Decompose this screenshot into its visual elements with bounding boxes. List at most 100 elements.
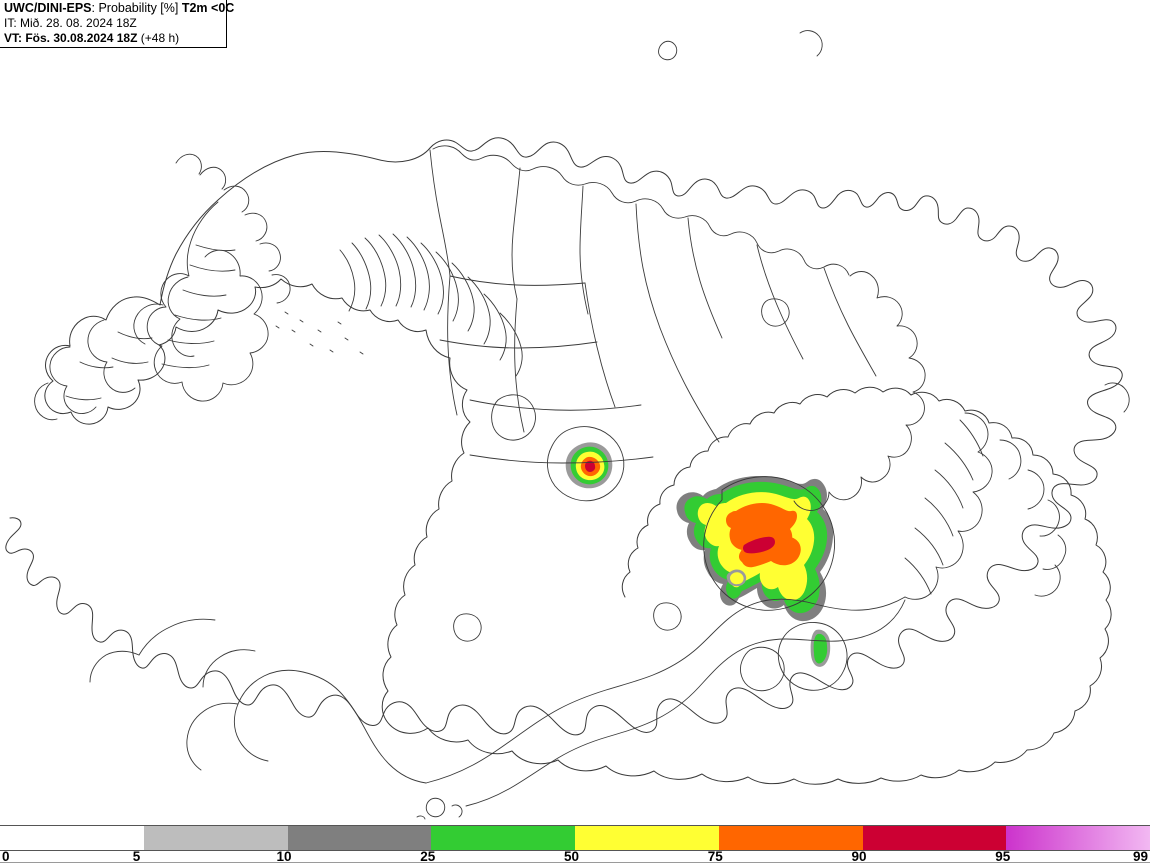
dalir-11 [483, 293, 507, 361]
dalir-3 [364, 237, 387, 307]
field-hofsjokull-spot [565, 442, 613, 489]
valid-time-value: Fös. 30.08.2024 18Z [25, 31, 138, 45]
glacier-vatnajokull [703, 476, 836, 611]
map-canvas[interactable] [0, 0, 1150, 820]
dot-field-1 [284, 311, 289, 315]
inland-v1 [584, 282, 616, 408]
coast-ne [793, 271, 926, 511]
coast-east-3 [1027, 469, 1045, 510]
coast-reykjanes [186, 702, 239, 771]
contour-90-95 [743, 536, 775, 554]
glacier-hofsjokull [547, 426, 625, 502]
dot-field-3 [317, 329, 322, 333]
parameter-name: T2m <0C [181, 1, 235, 15]
contour-interior-hole-inner [730, 572, 744, 585]
colorbar-segment-75-90 [718, 826, 863, 850]
coast-north [432, 145, 850, 276]
field-central-highland-plume [676, 475, 834, 622]
inland-5 [687, 217, 723, 339]
inland-h2 [439, 339, 598, 349]
colorbar-tick-95: 95 [995, 849, 1011, 863]
spike-2 [199, 166, 227, 190]
colorbar-tick-90: 90 [851, 849, 867, 863]
header-info-box: UWC/DINI-EPS: Probability [%] T2m <0C IT… [0, 0, 234, 48]
colorbar-gradient [0, 825, 1150, 851]
inland-v3 [514, 298, 525, 433]
coast-faxafloi [202, 649, 256, 688]
dalir-2 [351, 242, 372, 310]
spike-5 [259, 242, 281, 272]
colorbar-tick-labels: 0 5 10 25 50 75 90 95 99 [0, 849, 1150, 863]
fjord-line-1 [195, 244, 236, 252]
spike-3 [223, 185, 250, 213]
fjord-line-4 [174, 314, 222, 321]
coast-east-6 [1034, 564, 1061, 597]
glacier-langjokull [491, 394, 536, 441]
spike-4 [244, 212, 268, 242]
header-init-line: IT: Mið. 28. 08. 2024 18Z [4, 16, 223, 31]
inland-3 [579, 185, 589, 315]
colorbar-segment-25-50 [431, 826, 575, 850]
fjord-line-9 [79, 361, 114, 369]
dalir-4 [378, 234, 402, 307]
fjord-line-8 [111, 357, 149, 364]
lead-time-value: (+48 h) [140, 31, 180, 45]
inland-7 [823, 267, 877, 377]
dalir-10 [467, 276, 491, 345]
island-4 [799, 30, 823, 57]
colorbar-tick-99: 99 [1132, 849, 1148, 863]
fjord-line-10 [65, 395, 102, 401]
coast-east-fjords [904, 412, 993, 600]
glacier-myrdalsjokull [777, 622, 848, 691]
coast-sw-inlet [49, 346, 97, 414]
init-time-label: IT: [4, 16, 17, 30]
iceland-coastline [5, 137, 1123, 736]
coast-south-outer [465, 599, 906, 807]
coast-east-5 [1042, 534, 1067, 570]
header-separator: : [91, 1, 99, 15]
island-2 [451, 804, 463, 818]
east-div-5 [914, 527, 944, 566]
colorbar-segment-5-10 [143, 826, 288, 850]
coast-nw-fjords [146, 201, 269, 402]
inland-h4 [469, 454, 654, 464]
fjord-line-7 [117, 331, 153, 340]
dot-field-7 [344, 337, 349, 341]
colorbar-tick-5: 5 [132, 849, 141, 863]
east-div-2 [944, 442, 974, 481]
coast-snaefells [138, 618, 216, 656]
model-name: UWC/DINI-EPS [4, 1, 92, 15]
inland-4 [635, 203, 661, 329]
inland-h1 [449, 275, 586, 286]
header-title-line: UWC/DINI-EPS: Probability [%] T2m <0C [4, 1, 234, 16]
inland-2 [511, 167, 521, 300]
coast-east-2 [999, 439, 1022, 480]
valid-time-label: VT: [4, 31, 22, 45]
colorbar-tick-75: 75 [707, 849, 723, 863]
iceland-outline-main [44, 147, 1112, 785]
east-div-1 [959, 419, 984, 457]
iceland-map-svg [5, 30, 1130, 820]
dalir-9 [451, 262, 475, 332]
fjord-line-2 [189, 264, 236, 272]
dot-field-2 [299, 319, 304, 323]
spike-6 [271, 274, 291, 304]
inland-h3 [469, 399, 642, 411]
colorbar-tick-10: 10 [276, 849, 292, 863]
east-div-3 [934, 469, 964, 509]
product-name: Probability [%] [98, 1, 179, 15]
coast-breidafjord [34, 382, 58, 421]
dalir-5 [392, 233, 417, 308]
dot-field-5 [309, 343, 314, 347]
dalir-6 [406, 236, 430, 311]
dot-field-9 [275, 325, 280, 329]
dalir-1 [339, 249, 356, 312]
dot-field-6 [329, 349, 334, 353]
coast-nw-inner [167, 276, 195, 357]
fjord-line-6 [161, 363, 210, 368]
dot-field-10 [337, 321, 342, 325]
probability-field-layer [565, 442, 834, 667]
lake-myvatn [761, 298, 790, 327]
header-valid-line: VT: Fös. 30.08.2024 18Z (+48 h) [4, 31, 223, 46]
